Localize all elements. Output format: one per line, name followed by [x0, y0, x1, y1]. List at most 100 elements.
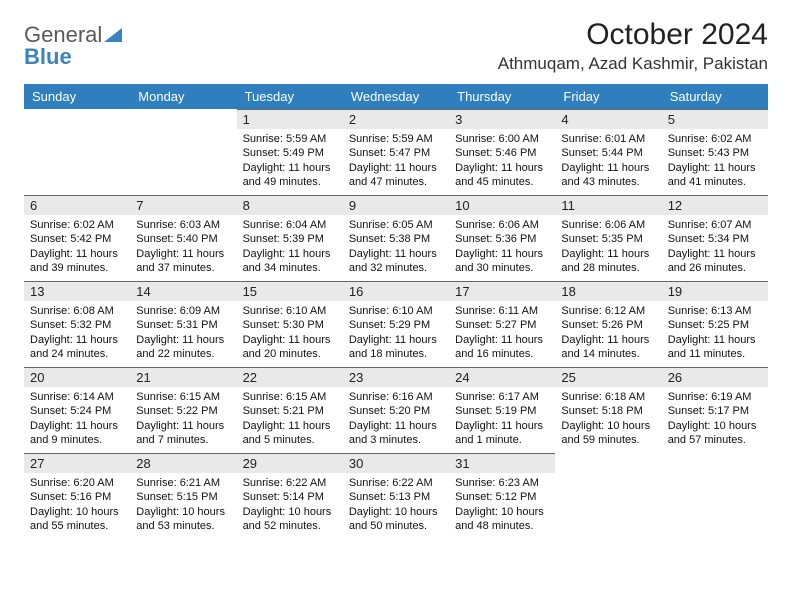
calendar-cell: 19Sunrise: 6:13 AMSunset: 5:25 PMDayligh… [662, 281, 768, 367]
weekday-header: Monday [130, 84, 236, 109]
sunrise-text: Sunrise: 6:15 AM [136, 390, 230, 404]
calendar-cell: 7Sunrise: 6:03 AMSunset: 5:40 PMDaylight… [130, 195, 236, 281]
sunset-text: Sunset: 5:14 PM [243, 490, 337, 504]
day-number: 17 [449, 281, 555, 301]
calendar-cell: 26Sunrise: 6:19 AMSunset: 5:17 PMDayligh… [662, 367, 768, 453]
sunset-text: Sunset: 5:15 PM [136, 490, 230, 504]
calendar-cell: 30Sunrise: 6:22 AMSunset: 5:13 PMDayligh… [343, 453, 449, 539]
calendar-cell: 16Sunrise: 6:10 AMSunset: 5:29 PMDayligh… [343, 281, 449, 367]
day-body: Sunrise: 6:03 AMSunset: 5:40 PMDaylight:… [130, 215, 236, 279]
sunrise-text: Sunrise: 6:03 AM [136, 218, 230, 232]
month-title: October 2024 [498, 18, 768, 52]
calendar-table: SundayMondayTuesdayWednesdayThursdayFrid… [24, 84, 768, 539]
daylight-text: Daylight: 10 hours and 57 minutes. [668, 419, 762, 448]
daylight-text: Daylight: 11 hours and 41 minutes. [668, 161, 762, 190]
sunset-text: Sunset: 5:18 PM [561, 404, 655, 418]
day-body: Sunrise: 6:20 AMSunset: 5:16 PMDaylight:… [24, 473, 130, 537]
sunrise-text: Sunrise: 6:00 AM [455, 132, 549, 146]
calendar-cell: 27Sunrise: 6:20 AMSunset: 5:16 PMDayligh… [24, 453, 130, 539]
sunrise-text: Sunrise: 6:11 AM [455, 304, 549, 318]
day-body: Sunrise: 6:00 AMSunset: 5:46 PMDaylight:… [449, 129, 555, 193]
logo-triangle-icon [104, 24, 122, 46]
day-body: Sunrise: 6:11 AMSunset: 5:27 PMDaylight:… [449, 301, 555, 365]
sunset-text: Sunset: 5:42 PM [30, 232, 124, 246]
day-body: Sunrise: 6:06 AMSunset: 5:36 PMDaylight:… [449, 215, 555, 279]
sunset-text: Sunset: 5:20 PM [349, 404, 443, 418]
calendar-cell: 9Sunrise: 6:05 AMSunset: 5:38 PMDaylight… [343, 195, 449, 281]
daylight-text: Daylight: 11 hours and 3 minutes. [349, 419, 443, 448]
calendar-cell: 23Sunrise: 6:16 AMSunset: 5:20 PMDayligh… [343, 367, 449, 453]
day-body: Sunrise: 6:02 AMSunset: 5:43 PMDaylight:… [662, 129, 768, 193]
weekday-header: Tuesday [237, 84, 343, 109]
sunset-text: Sunset: 5:30 PM [243, 318, 337, 332]
weekday-header: Saturday [662, 84, 768, 109]
calendar-cell: 5Sunrise: 6:02 AMSunset: 5:43 PMDaylight… [662, 109, 768, 195]
daylight-text: Daylight: 11 hours and 34 minutes. [243, 247, 337, 276]
calendar-cell: 12Sunrise: 6:07 AMSunset: 5:34 PMDayligh… [662, 195, 768, 281]
sunrise-text: Sunrise: 6:22 AM [243, 476, 337, 490]
calendar-row: 13Sunrise: 6:08 AMSunset: 5:32 PMDayligh… [24, 281, 768, 367]
day-number: 24 [449, 367, 555, 387]
day-body: Sunrise: 6:16 AMSunset: 5:20 PMDaylight:… [343, 387, 449, 451]
sunset-text: Sunset: 5:17 PM [668, 404, 762, 418]
header: General Blue October 2024 Athmuqam, Azad… [24, 18, 768, 74]
sunrise-text: Sunrise: 6:06 AM [455, 218, 549, 232]
calendar-row: 1Sunrise: 5:59 AMSunset: 5:49 PMDaylight… [24, 109, 768, 195]
daylight-text: Daylight: 10 hours and 55 minutes. [30, 505, 124, 534]
calendar-cell: 14Sunrise: 6:09 AMSunset: 5:31 PMDayligh… [130, 281, 236, 367]
sunset-text: Sunset: 5:35 PM [561, 232, 655, 246]
calendar-cell [662, 453, 768, 539]
sunset-text: Sunset: 5:19 PM [455, 404, 549, 418]
sunrise-text: Sunrise: 6:08 AM [30, 304, 124, 318]
sunset-text: Sunset: 5:21 PM [243, 404, 337, 418]
sunset-text: Sunset: 5:16 PM [30, 490, 124, 504]
calendar-cell: 8Sunrise: 6:04 AMSunset: 5:39 PMDaylight… [237, 195, 343, 281]
calendar-row: 6Sunrise: 6:02 AMSunset: 5:42 PMDaylight… [24, 195, 768, 281]
sunrise-text: Sunrise: 5:59 AM [349, 132, 443, 146]
day-number: 11 [555, 195, 661, 215]
calendar-cell [24, 109, 130, 195]
calendar-body: 1Sunrise: 5:59 AMSunset: 5:49 PMDaylight… [24, 109, 768, 539]
calendar-cell: 4Sunrise: 6:01 AMSunset: 5:44 PMDaylight… [555, 109, 661, 195]
day-number: 3 [449, 109, 555, 129]
day-body: Sunrise: 6:13 AMSunset: 5:25 PMDaylight:… [662, 301, 768, 365]
day-body: Sunrise: 6:15 AMSunset: 5:22 PMDaylight:… [130, 387, 236, 451]
daylight-text: Daylight: 11 hours and 28 minutes. [561, 247, 655, 276]
day-number: 26 [662, 367, 768, 387]
daylight-text: Daylight: 11 hours and 39 minutes. [30, 247, 124, 276]
sunset-text: Sunset: 5:34 PM [668, 232, 762, 246]
calendar-cell: 13Sunrise: 6:08 AMSunset: 5:32 PMDayligh… [24, 281, 130, 367]
sunrise-text: Sunrise: 6:05 AM [349, 218, 443, 232]
calendar-cell: 22Sunrise: 6:15 AMSunset: 5:21 PMDayligh… [237, 367, 343, 453]
calendar-cell: 21Sunrise: 6:15 AMSunset: 5:22 PMDayligh… [130, 367, 236, 453]
sunset-text: Sunset: 5:29 PM [349, 318, 443, 332]
sunset-text: Sunset: 5:31 PM [136, 318, 230, 332]
day-number: 8 [237, 195, 343, 215]
weekday-header: Sunday [24, 84, 130, 109]
location: Athmuqam, Azad Kashmir, Pakistan [498, 54, 768, 74]
calendar-cell: 15Sunrise: 6:10 AMSunset: 5:30 PMDayligh… [237, 281, 343, 367]
sunset-text: Sunset: 5:39 PM [243, 232, 337, 246]
sunset-text: Sunset: 5:32 PM [30, 318, 124, 332]
day-body: Sunrise: 6:22 AMSunset: 5:14 PMDaylight:… [237, 473, 343, 537]
day-number: 4 [555, 109, 661, 129]
day-number: 15 [237, 281, 343, 301]
day-number: 21 [130, 367, 236, 387]
sunset-text: Sunset: 5:12 PM [455, 490, 549, 504]
day-number: 14 [130, 281, 236, 301]
daylight-text: Daylight: 11 hours and 20 minutes. [243, 333, 337, 362]
day-number: 30 [343, 453, 449, 473]
day-body: Sunrise: 6:15 AMSunset: 5:21 PMDaylight:… [237, 387, 343, 451]
day-number: 20 [24, 367, 130, 387]
daylight-text: Daylight: 11 hours and 24 minutes. [30, 333, 124, 362]
daylight-text: Daylight: 11 hours and 37 minutes. [136, 247, 230, 276]
day-body: Sunrise: 6:09 AMSunset: 5:31 PMDaylight:… [130, 301, 236, 365]
day-body: Sunrise: 6:12 AMSunset: 5:26 PMDaylight:… [555, 301, 661, 365]
sunrise-text: Sunrise: 6:09 AM [136, 304, 230, 318]
sunrise-text: Sunrise: 6:10 AM [349, 304, 443, 318]
daylight-text: Daylight: 11 hours and 5 minutes. [243, 419, 337, 448]
calendar-cell: 18Sunrise: 6:12 AMSunset: 5:26 PMDayligh… [555, 281, 661, 367]
day-body: Sunrise: 6:02 AMSunset: 5:42 PMDaylight:… [24, 215, 130, 279]
day-number: 23 [343, 367, 449, 387]
daylight-text: Daylight: 11 hours and 22 minutes. [136, 333, 230, 362]
